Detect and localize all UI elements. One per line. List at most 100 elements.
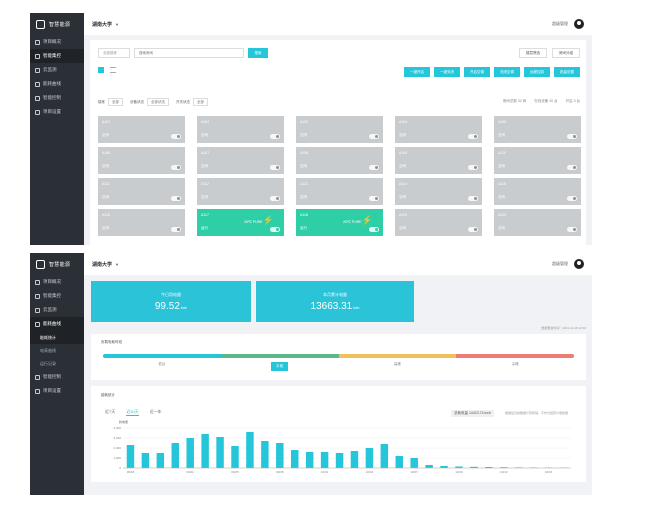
room-card[interactable]: A120 空闲 [494, 209, 581, 236]
floor-filter-button[interactable]: 楼层筛选 [519, 48, 547, 58]
sidebar-item[interactable]: 项目设置 [30, 384, 84, 398]
disclaimer-note: 根据最近的数据计算所得，不作为结算计量依据 [505, 411, 569, 415]
segment-label[interactable]: 平段 [271, 362, 289, 371]
sidebar-item[interactable]: 智能控制 [30, 91, 84, 105]
room-card[interactable]: A110 空闲 [494, 147, 581, 174]
sidebar-item[interactable]: 项目概况 [30, 35, 84, 49]
sidebar-item[interactable]: 能耗统计 [30, 331, 84, 344]
avatar[interactable] [574, 259, 584, 269]
room-status: 空闲 [102, 164, 109, 168]
power-toggle[interactable] [567, 134, 577, 139]
y-tick-label: 1,000 [113, 456, 121, 460]
room-card[interactable]: A103 空闲 [296, 116, 383, 143]
room-card[interactable]: A106 空闲 [98, 147, 185, 174]
room-card[interactable]: A108 空闲 [296, 147, 383, 174]
menu-icon [35, 95, 40, 101]
power-toggle[interactable] [369, 165, 379, 170]
sidebar-item-label: 能耗统计 [40, 334, 56, 340]
power-toggle[interactable] [468, 196, 478, 201]
sidebar-item[interactable]: 智能集控 [30, 289, 84, 303]
list-view-icon[interactable] [110, 67, 116, 73]
sidebar-item[interactable]: 项目概况 [30, 275, 84, 289]
room-card[interactable]: A116 空闲 [98, 209, 185, 236]
room-card[interactable]: A113 空闲 [296, 178, 383, 205]
action-button[interactable]: 一键开启 [404, 67, 430, 77]
range-tab[interactable]: 近30天 [126, 409, 139, 416]
logo-text: 智慧能源 [49, 21, 71, 28]
room-card[interactable]: A119 空闲 [395, 209, 482, 236]
room-card[interactable]: A111 空闲 [98, 178, 185, 205]
sidebar-item[interactable]: 云监测 [30, 303, 84, 317]
power-toggle[interactable] [270, 134, 280, 139]
today-energy-card: 今日用电量 99.52kwh [91, 281, 251, 322]
action-button[interactable]: 关闭空调 [494, 67, 520, 77]
room-card[interactable]: A114 空闲 [395, 178, 482, 205]
power-toggle[interactable] [567, 227, 577, 232]
room-card[interactable]: A112 空闲 [197, 178, 284, 205]
bar [485, 467, 493, 468]
sidebar-item[interactable]: 智能集控 [30, 49, 84, 63]
search-button[interactable]: 搜索 [248, 48, 268, 58]
sidebar-item[interactable]: 能耗曲线 [30, 77, 84, 91]
menu-icon [35, 109, 40, 115]
room-group-button[interactable]: 房间分组 [552, 48, 580, 58]
power-toggle[interactable] [171, 227, 181, 232]
room-card[interactable]: A105 空闲 [494, 116, 581, 143]
school-selector[interactable]: 湖南大学 ▼ [92, 21, 119, 28]
action-button[interactable]: 开启空调 [464, 67, 490, 77]
sidebar-item[interactable]: 云监测 [30, 63, 84, 77]
power-toggle[interactable] [171, 196, 181, 201]
power-toggle[interactable] [171, 134, 181, 139]
room-card[interactable]: A115 空闲 [494, 178, 581, 205]
sidebar-item[interactable]: 电表曲线 [30, 344, 84, 357]
bar [515, 467, 523, 468]
power-toggle[interactable] [171, 165, 181, 170]
chevron-down-icon: ▼ [115, 261, 119, 267]
power-toggle[interactable] [270, 227, 280, 232]
room-card[interactable]: A104 空闲 [395, 116, 482, 143]
user-menu[interactable]: 超级管理 [552, 259, 584, 269]
filter-select[interactable]: 全部状态 [147, 98, 169, 106]
room-card[interactable]: A109 空闲 [395, 147, 482, 174]
plug-icon: ⚡ [262, 215, 274, 225]
power-toggle[interactable] [369, 196, 379, 201]
range-tab[interactable]: 近7天 [105, 409, 116, 414]
room-name: A111 [102, 182, 110, 186]
avatar[interactable] [574, 19, 584, 29]
school-selector[interactable]: 湖南大学 ▼ [92, 261, 119, 268]
update-time: 数据更新时间：2021-10-18 12:00 [541, 326, 586, 330]
power-toggle[interactable] [270, 165, 280, 170]
sidebar-item[interactable]: 智能控制 [30, 370, 84, 384]
room-card[interactable]: A101 空闲 [98, 116, 185, 143]
range-tab[interactable]: 近一年 [149, 409, 162, 414]
power-toggle[interactable] [567, 165, 577, 170]
power-toggle[interactable] [468, 134, 478, 139]
x-tick-label: 09/22 [186, 470, 194, 474]
x-tick-label: 10/01 [321, 470, 329, 474]
user-menu[interactable]: 超级管理 [552, 19, 584, 29]
room-card[interactable]: A117 运行 26℃ PURE ⚡ [197, 209, 284, 236]
search-input[interactable] [134, 48, 244, 58]
room-card[interactable]: A118 运行 26℃ PURE ⚡ [296, 209, 383, 236]
bar [455, 466, 463, 468]
filter-select[interactable]: 全部 [108, 98, 123, 106]
power-toggle[interactable] [369, 134, 379, 139]
power-toggle[interactable] [468, 165, 478, 170]
sidebar-item[interactable]: 能耗曲线 [30, 317, 84, 331]
building-select[interactable]: 全部楼栋 [98, 48, 130, 58]
room-card[interactable]: A107 空闲 [197, 147, 284, 174]
filter-select[interactable]: 全部 [193, 98, 208, 106]
room-name: A116 [102, 213, 110, 217]
sidebar-item[interactable]: 运行记录 [30, 357, 84, 370]
power-toggle[interactable] [468, 227, 478, 232]
action-button[interactable]: 远程控制 [524, 67, 550, 77]
action-button[interactable]: 一键关闭 [434, 67, 460, 77]
power-toggle[interactable] [270, 196, 280, 201]
control-panel-screenshot: 智慧能源 项目概况 智能集控 云监测 能耗曲线 智能控制 项目设置 湖南大学 ▼ 超级管理 … [30, 13, 592, 245]
power-toggle[interactable] [567, 196, 577, 201]
action-button[interactable]: 批量设置 [554, 67, 580, 77]
grid-view-icon[interactable] [98, 67, 104, 73]
power-toggle[interactable] [369, 227, 379, 232]
room-card[interactable]: A102 空闲 [197, 116, 284, 143]
sidebar-item[interactable]: 项目设置 [30, 105, 84, 119]
